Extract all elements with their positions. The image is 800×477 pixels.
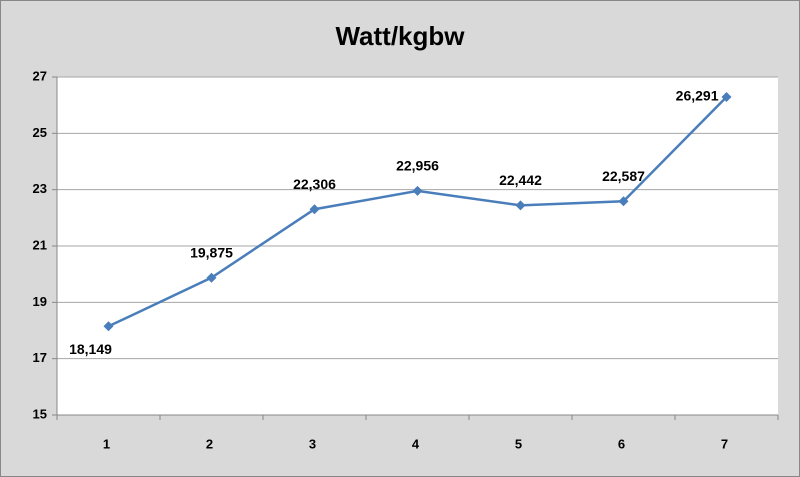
data-point — [721, 91, 732, 102]
y-tick-label: 27 — [33, 68, 47, 83]
data-point — [618, 196, 629, 207]
y-tick-label: 19 — [33, 294, 47, 309]
data-label: 26,291 — [676, 88, 719, 104]
data-point — [515, 200, 526, 211]
data-label: 22,956 — [396, 158, 439, 174]
y-tick-label: 15 — [33, 406, 47, 421]
x-tick-label: 2 — [206, 436, 213, 451]
data-point — [412, 185, 423, 196]
data-label: 22,306 — [293, 176, 336, 192]
y-tick-label: 23 — [33, 181, 47, 196]
x-tick-label: 4 — [412, 436, 420, 451]
data-point — [206, 272, 217, 283]
y-tick-label: 25 — [33, 125, 47, 140]
data-point — [103, 321, 114, 332]
data-label: 18,149 — [69, 341, 112, 357]
x-tick-label: 6 — [618, 436, 625, 451]
chart-title: Watt/kgbw — [335, 21, 465, 51]
data-label: 22,587 — [602, 168, 645, 184]
y-tick-label: 17 — [33, 350, 47, 365]
x-tick-label: 5 — [515, 436, 522, 451]
data-point — [309, 204, 320, 215]
x-tick-label: 3 — [309, 436, 316, 451]
y-tick-label: 21 — [33, 237, 47, 252]
data-label: 19,875 — [190, 244, 233, 260]
data-label: 22,442 — [499, 172, 542, 188]
x-tick-label: 1 — [103, 436, 110, 451]
x-tick-label: 7 — [721, 436, 728, 451]
